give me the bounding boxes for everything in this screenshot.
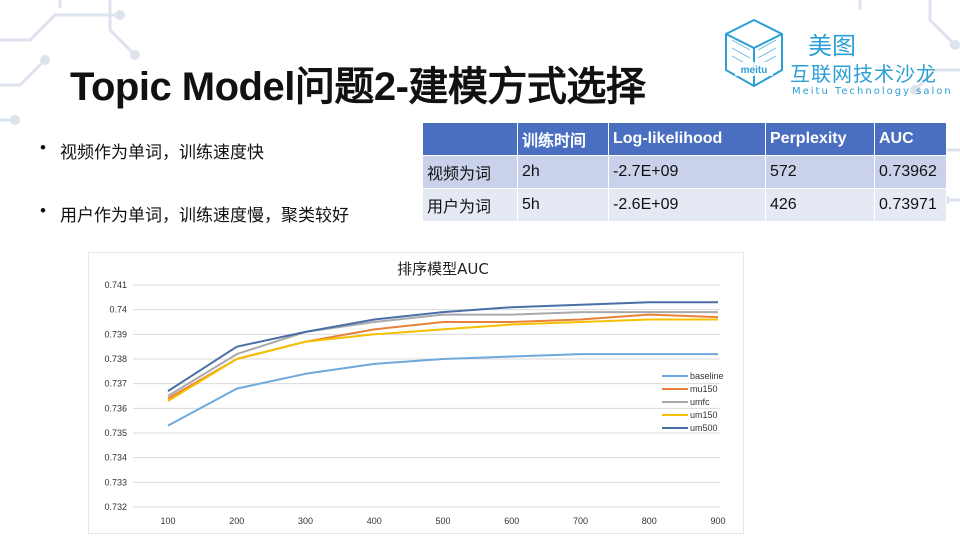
table-row: 视频为词 2h -2.7E+09 572 0.73962 bbox=[422, 155, 947, 189]
logo-cube-icon: meitu bbox=[725, 18, 783, 88]
x-tick-label: 700 bbox=[573, 516, 588, 526]
bullet-dot: • bbox=[40, 138, 46, 157]
logo-subtitle: 互联网技术沙龙 bbox=[790, 62, 937, 86]
table-cell: 2h bbox=[517, 155, 609, 189]
chart-background bbox=[88, 252, 744, 534]
y-tick-label: 0.734 bbox=[104, 453, 127, 463]
x-tick-label: 100 bbox=[160, 516, 175, 526]
table-header-row: 训练时间 Log-likelihood Perplexity AUC bbox=[422, 122, 947, 156]
table-cell: 0.73971 bbox=[874, 188, 947, 222]
x-tick-label: 300 bbox=[298, 516, 313, 526]
table-cell: -2.6E+09 bbox=[608, 188, 766, 222]
chart-title: 排序模型AUC bbox=[397, 260, 489, 278]
table-cell: 0.73962 bbox=[874, 155, 947, 189]
table-cell: 视频为词 bbox=[422, 155, 518, 189]
x-tick-label: 200 bbox=[229, 516, 244, 526]
metrics-table: 训练时间 Log-likelihood Perplexity AUC 视频为词 … bbox=[422, 122, 947, 222]
bullet-dot: • bbox=[40, 201, 46, 220]
auc-chart: 排序模型AUC 0.732 0.733 0.734 0.735 0.736 0.737 0.… bbox=[88, 252, 744, 534]
y-tick-label: 0.732 bbox=[104, 502, 127, 512]
table-row: 用户为词 5h -2.6E+09 426 0.73971 bbox=[422, 188, 947, 222]
y-tick-label: 0.74 bbox=[109, 305, 127, 315]
series-line-um150 bbox=[167, 318, 718, 402]
series-line-um500 bbox=[167, 301, 718, 392]
y-tick-label: 0.738 bbox=[104, 354, 127, 364]
bullet-item: • 视频作为单词，训练速度快 bbox=[40, 138, 349, 163]
y-tick-label: 0.741 bbox=[104, 280, 127, 290]
bullet-text: 视频作为单词，训练速度快 bbox=[60, 143, 264, 162]
y-tick-label: 0.739 bbox=[104, 329, 127, 339]
legend-label: baseline bbox=[690, 371, 724, 381]
chart-svg: 排序模型AUC 0.732 0.733 0.734 0.735 0.736 0.737 0.… bbox=[104, 260, 725, 526]
table-cell: 5h bbox=[517, 188, 609, 222]
x-tick-label: 800 bbox=[642, 516, 657, 526]
table-header-cell: AUC bbox=[874, 122, 947, 156]
logo-english: Meitu Technology salon bbox=[792, 86, 953, 97]
y-tick-label: 0.737 bbox=[104, 379, 127, 389]
series-line-baseline bbox=[167, 353, 718, 427]
table-cell: 572 bbox=[765, 155, 875, 189]
x-tick-label: 500 bbox=[435, 516, 450, 526]
series-line-umfc bbox=[167, 311, 718, 397]
table-header-cell: Perplexity bbox=[765, 122, 875, 156]
logo-name: 美图 bbox=[808, 32, 856, 60]
legend-label: umfc bbox=[690, 397, 710, 407]
table-cell: 426 bbox=[765, 188, 875, 222]
table-header-cell: 训练时间 bbox=[517, 122, 609, 156]
table-header-cell bbox=[422, 122, 518, 156]
slide-title: Topic Model问题2-建模方式选择 bbox=[70, 65, 646, 109]
x-tick-label: 600 bbox=[504, 516, 519, 526]
y-tick-label: 0.735 bbox=[104, 428, 127, 438]
x-tick-label: 400 bbox=[367, 516, 382, 526]
table-header-cell: Log-likelihood bbox=[608, 122, 766, 156]
legend-label: um500 bbox=[690, 423, 718, 433]
y-tick-label: 0.733 bbox=[104, 477, 127, 487]
bullet-item: • 用户作为单词，训练速度慢，聚类较好 bbox=[40, 201, 349, 226]
bullet-list: • 视频作为单词，训练速度快 • 用户作为单词，训练速度慢，聚类较好 bbox=[40, 138, 349, 226]
logo-badge: meitu bbox=[741, 65, 768, 76]
legend-label: mu150 bbox=[690, 384, 718, 394]
y-tick-label: 0.736 bbox=[104, 403, 127, 413]
x-tick-label: 900 bbox=[710, 516, 725, 526]
bullet-text: 用户作为单词，训练速度慢，聚类较好 bbox=[60, 206, 349, 225]
table-cell: -2.7E+09 bbox=[608, 155, 766, 189]
table-cell: 用户为词 bbox=[422, 188, 518, 222]
legend-label: um150 bbox=[690, 410, 718, 420]
